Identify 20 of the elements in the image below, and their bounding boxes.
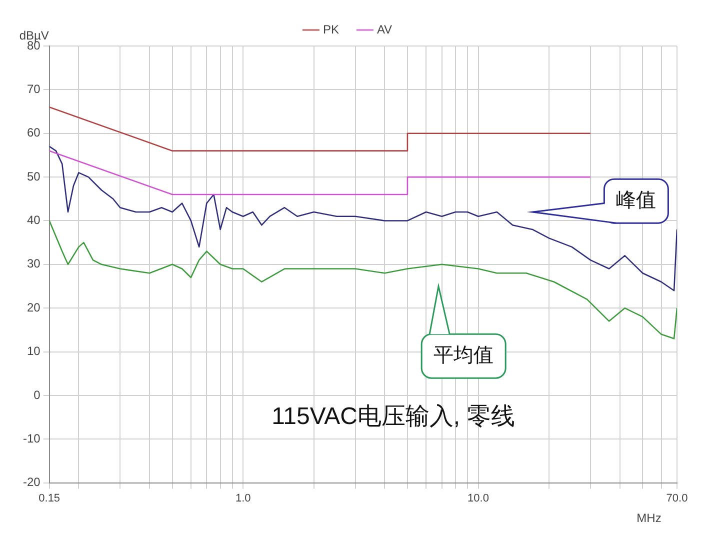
legend-label: AV (376, 22, 392, 36)
y-tick-label: 30 (26, 256, 41, 271)
x-tick-label: 70.0 (666, 492, 688, 504)
y-tick-label: -10 (23, 431, 41, 446)
x-tick-label: 0.15 (38, 492, 60, 504)
y-tick-label: 50 (26, 169, 41, 184)
y-tick-label: 70 (26, 82, 41, 96)
y-tick-label: 40 (26, 213, 41, 228)
y-tick-label: 10 (26, 344, 41, 358)
y-tick-label: -20 (23, 475, 41, 490)
annotation: 115VAC电压输入, 零线 (272, 402, 515, 430)
annotation: 峰值 (616, 190, 656, 212)
y-tick-label: 0 (34, 388, 41, 402)
y-tick-label: 60 (26, 126, 41, 140)
x-tick-label: 1.0 (235, 492, 251, 504)
legend-label: PK (322, 22, 339, 36)
x-axis-title: MHz (636, 511, 662, 526)
annotation: 平均值 (434, 344, 494, 367)
x-tick-label: 10.0 (468, 492, 489, 504)
y-tick-label: 20 (26, 300, 41, 314)
